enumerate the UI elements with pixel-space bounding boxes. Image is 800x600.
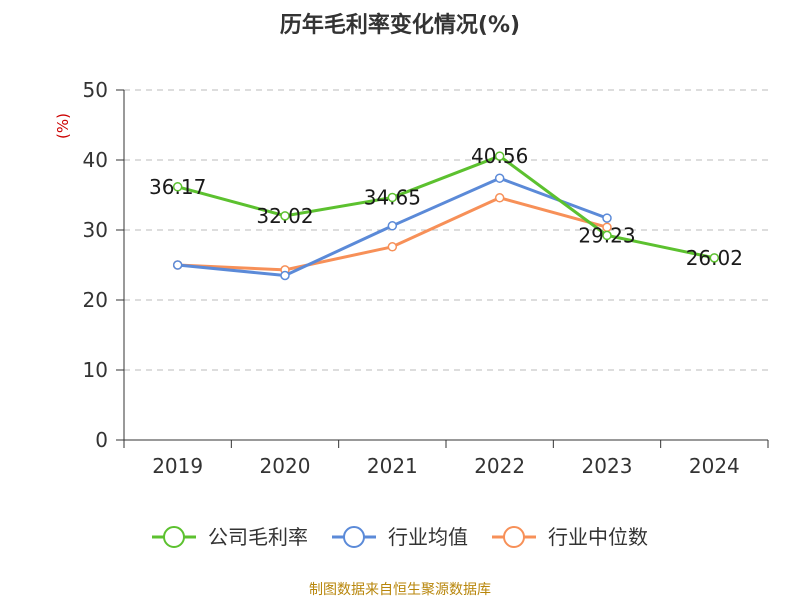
data-label: 36.17 [149, 175, 206, 199]
axes: 0 10 20 30 40 50 2019 2020 2021 2022 2023 2024 [83, 78, 769, 478]
data-point-0-3 [494, 151, 505, 161]
data-point-1-3 [494, 173, 505, 183]
legend-marker-icon [343, 526, 365, 548]
data-point-1-4 [602, 213, 612, 223]
chart-title: 历年毛利率变化情况(%) [280, 12, 520, 38]
x-tick-label: 2022 [474, 454, 525, 478]
y-tick-label: 0 [95, 428, 108, 452]
data-point-0-5 [709, 253, 720, 263]
data-point-2-3 [494, 193, 505, 203]
y-tick-label: 40 [83, 148, 108, 172]
legend-item-2[interactable]: 行业中位数 [492, 525, 648, 549]
x-tick-label: 2020 [260, 454, 311, 478]
data-point-0-0 [172, 182, 183, 192]
data-point-0-2 [387, 192, 398, 203]
legend-label: 行业均值 [388, 525, 468, 549]
y-tick-label: 10 [83, 358, 108, 382]
legend-label: 行业中位数 [548, 525, 648, 549]
legend-marker-icon [503, 526, 525, 548]
data-point-0-4 [602, 230, 612, 241]
series-line-0 [177, 154, 715, 260]
source-note: 制图数据来自恒生聚源数据库 [309, 582, 491, 598]
data-point-1-1 [280, 270, 290, 281]
legend-item-1[interactable]: 行业均值 [332, 525, 468, 549]
data-label: 34.65 [364, 185, 421, 209]
data-label: 40.56 [471, 144, 528, 168]
legend-marker-icon [163, 526, 185, 548]
y-tick-label: 30 [83, 218, 108, 242]
x-tick-label: 2019 [152, 454, 203, 478]
y-axis-unit-label: (%) [54, 113, 72, 139]
legend: 公司毛利率 行业均值 行业中位数 [152, 525, 648, 549]
data-point-0-1 [280, 211, 290, 221]
data-label: 29.23 [578, 223, 635, 247]
data-point-1-0 [172, 260, 183, 270]
legend-label: 公司毛利率 [208, 525, 308, 549]
x-tick-label: 2021 [367, 454, 418, 478]
x-tick-label: 2024 [689, 454, 740, 478]
legend-item-0[interactable]: 公司毛利率 [152, 525, 308, 549]
data-label: 32.02 [256, 204, 313, 228]
data-labels: 36.17 32.02 34.65 40.56 29.23 26.02 [149, 144, 743, 270]
series-group [172, 151, 720, 281]
y-tick-label: 50 [83, 78, 108, 102]
data-point-1-2 [387, 221, 398, 231]
y-tick-label: 20 [83, 288, 108, 312]
data-label: 26.02 [686, 246, 743, 270]
x-tick-label: 2023 [582, 454, 633, 478]
data-point-2-2 [387, 242, 398, 252]
grid-lines [124, 89, 768, 371]
